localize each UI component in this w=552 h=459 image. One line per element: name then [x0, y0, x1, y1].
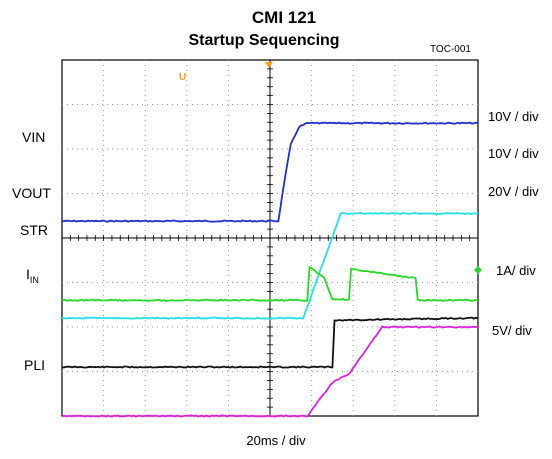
trace-pli: [61, 316, 479, 369]
trace-in: [61, 265, 479, 302]
trigger-marker-icon: U: [179, 72, 186, 83]
trace-end-marker-icon: [474, 266, 482, 274]
channel-label-pli: PLI: [24, 357, 46, 373]
chart-subtitle: Startup Sequencing: [188, 32, 340, 49]
channel-scale-pli: 5V/ div: [492, 323, 532, 338]
time-scale-label: 20ms / div: [246, 433, 306, 448]
trigger-position-icon: [265, 62, 273, 68]
channel-scale-vin: 10V / div: [488, 109, 539, 124]
channel-scale-iin: 1A/ div: [496, 263, 536, 278]
trace-vout: [61, 211, 478, 320]
plot-traces: [61, 121, 479, 418]
channel-label-vin: VIN: [22, 129, 46, 145]
figure-id: TOC-001: [430, 44, 471, 55]
channel-label-str: STR: [20, 222, 48, 238]
channel-label-iin: IIN: [26, 266, 39, 285]
trace-vin: [61, 121, 479, 223]
channel-scale-str: 20V / div: [488, 184, 539, 199]
channel-scale-vout: 10V / div: [488, 146, 539, 161]
plot-markers: U: [179, 62, 482, 274]
chart-title: CMI 121: [251, 8, 317, 27]
channel-label-vout: VOUT: [12, 185, 51, 201]
trace-str: [61, 325, 479, 418]
plot-grid: [61, 59, 479, 417]
